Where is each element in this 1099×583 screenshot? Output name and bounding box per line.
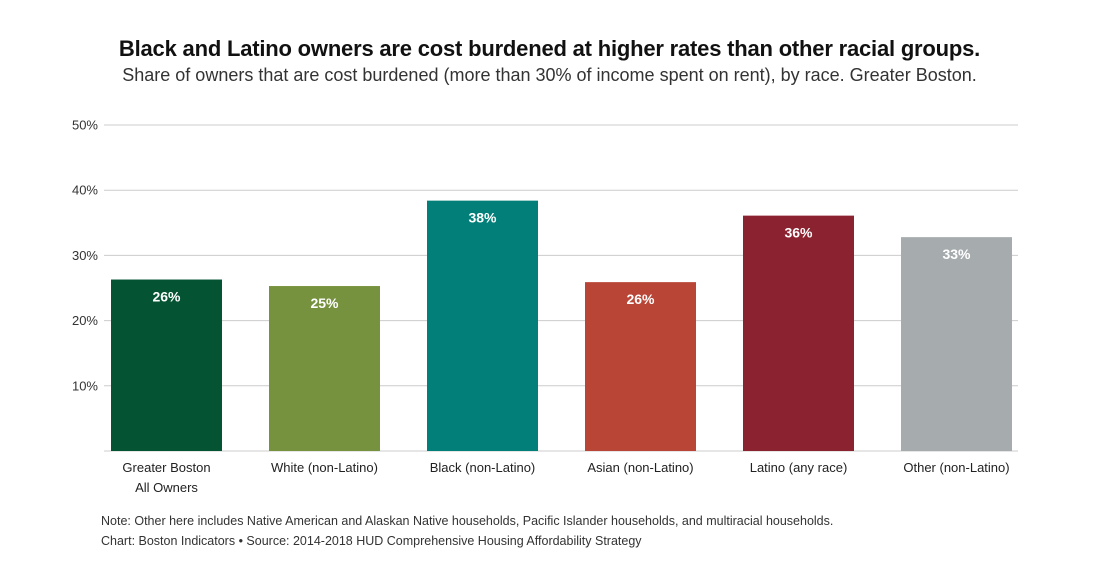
x-category-label: Black (non-Latino) [430, 460, 536, 475]
gridlines [104, 124, 1018, 452]
x-category-label: Greater Boston [122, 460, 210, 475]
chart-title: Black and Latino owners are cost burdene… [118, 36, 981, 61]
bar [111, 279, 222, 451]
chart-note: Note: Other here includes Native America… [101, 514, 834, 528]
y-axis-ticks: 10% 20% 30% 40% 50% [72, 118, 98, 394]
chart-credit: Chart: Boston Indicators • Source: 2014-… [101, 534, 642, 548]
x-category-label: All Owners [135, 480, 198, 495]
x-axis-labels: Greater Boston All Owners White (non-Latin… [122, 460, 1009, 495]
y-tick-label: 50% [72, 118, 98, 133]
x-category-label: Latino (any race) [750, 460, 848, 475]
bar [585, 282, 696, 451]
chart-subtitle: Share of owners that are cost burdened (… [122, 65, 977, 85]
bar-value-label: 26% [626, 291, 655, 307]
bar [269, 286, 380, 451]
bars: 26% 25% 38% 26% 36% 33% [111, 200, 1012, 451]
y-tick-label: 30% [72, 248, 98, 263]
x-category-label: White (non-Latino) [271, 460, 378, 475]
bar-value-label: 33% [942, 246, 971, 262]
bar-value-label: 38% [468, 210, 497, 226]
bar-value-label: 36% [784, 225, 813, 241]
x-category-label: Other (non-Latino) [903, 460, 1009, 475]
y-tick-label: 20% [72, 313, 98, 328]
y-tick-label: 40% [72, 183, 98, 198]
bar [743, 215, 854, 451]
bar [427, 200, 538, 451]
bar-value-label: 26% [152, 289, 181, 305]
bar-value-label: 25% [310, 295, 339, 311]
bar [901, 237, 1012, 451]
y-tick-label: 10% [72, 378, 98, 393]
x-category-label: Asian (non-Latino) [587, 460, 693, 475]
